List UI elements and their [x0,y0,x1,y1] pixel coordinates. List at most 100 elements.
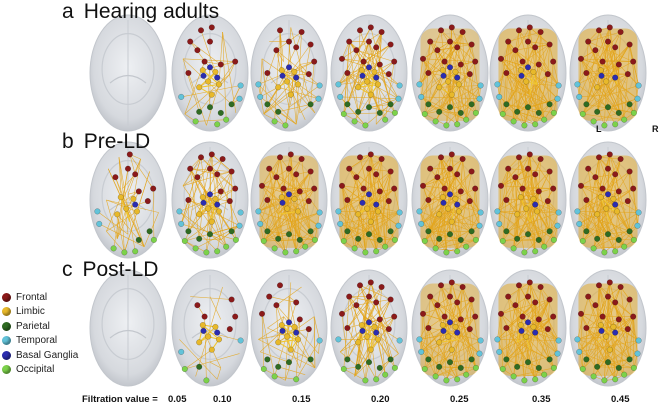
network-edge [449,359,472,363]
network-node [601,249,608,256]
network-edge [516,197,522,239]
network-node [185,196,192,204]
network-node [583,196,590,204]
network-node [264,69,271,77]
network-edge [534,77,558,99]
network-edge [439,366,476,369]
network-edge [229,201,237,240]
network-node [181,237,188,245]
network-node [603,78,610,85]
network-edge [506,87,518,105]
network-node [544,71,551,78]
network-node [421,110,428,118]
network-edge [269,168,300,192]
network-edge [129,154,154,189]
network-node [610,323,617,330]
network-edge [601,31,621,76]
network-node [497,55,505,62]
network-node [514,211,521,218]
network-edge [118,157,136,252]
brain-panel-b-7 [569,141,647,259]
brain-ventricle [109,201,147,211]
network-edge [533,299,550,328]
network-edge [384,61,395,120]
network-node [276,27,284,34]
network-node [576,348,583,355]
network-edge [629,212,639,232]
network-edge [438,214,462,241]
network-edge [419,47,458,85]
network-node [150,236,157,243]
brain-panel-c-2 [171,269,249,387]
network-edge [263,239,300,242]
network-node [337,93,344,100]
network-node [385,71,392,78]
network-node [472,236,479,243]
network-edge [276,176,300,192]
network-edge [231,85,241,105]
network-node [468,168,475,175]
network-edge [420,75,444,98]
network-edge [437,285,442,306]
network-edge [263,200,309,242]
network-edge [276,305,288,337]
network-node [376,364,383,371]
network-node [359,199,366,206]
network-node [448,151,455,158]
network-node [365,191,373,198]
network-node [121,249,128,256]
network-node [382,116,389,123]
network-edge [370,212,400,222]
network-node [523,333,530,340]
network-edge [498,41,509,97]
network-node [266,293,273,300]
network-node [505,165,512,172]
network-node [440,199,447,206]
orientation-left-label: L [596,124,602,134]
network-edge [469,200,480,226]
brain-ventricle [109,329,147,339]
network-edge [517,225,558,240]
network-edge [357,30,361,88]
network-node [382,371,389,378]
network-node [196,108,203,115]
network-node [523,205,530,212]
network-node [468,228,475,235]
network-edge [500,185,554,189]
network-edge [446,367,477,381]
network-node [181,365,188,373]
network-edge [600,324,630,360]
network-edge [261,313,275,377]
network-node [448,346,455,353]
network-node [285,231,293,238]
network-edge [582,87,598,115]
network-node [178,348,185,355]
network-edge [200,30,216,72]
network-node [439,322,446,329]
network-node [132,248,139,255]
network-node [432,245,439,252]
network-edge [285,339,299,381]
network-node [537,155,544,163]
network-node [503,324,510,332]
network-edge [295,319,301,380]
network-edge [616,339,638,354]
network-edge [515,305,522,326]
network-node [546,228,553,235]
network-node [454,121,461,128]
network-node [446,319,454,326]
network-edge [338,27,372,85]
network-edge [422,58,480,99]
network-edge [375,332,399,354]
network-node [532,171,539,178]
network-edge [357,211,379,239]
network-edge [578,58,582,97]
network-edge [580,185,616,252]
network-edge [422,313,429,360]
network-edge [189,168,237,241]
network-node [371,68,378,75]
network-edge [506,72,525,126]
network-node [373,248,380,255]
network-edge [127,194,145,247]
network-node [373,376,380,383]
